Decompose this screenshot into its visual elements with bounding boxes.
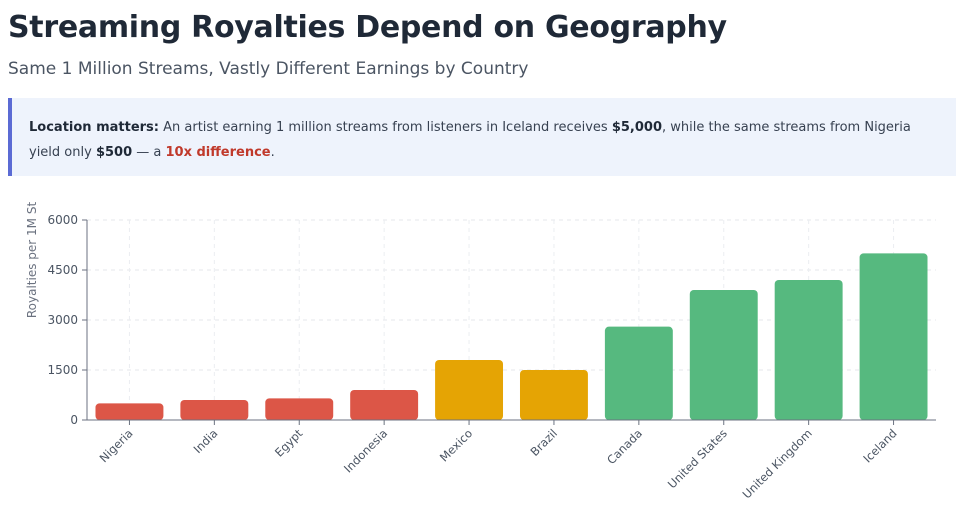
bar-canada (604, 326, 673, 420)
callout-text-3: — a (132, 145, 166, 160)
callout-lead: Location matters: (29, 120, 159, 135)
y-tick-label: 6000 (47, 213, 78, 227)
y-tick-label: 1500 (47, 363, 78, 377)
x-tick-label: Brazil (527, 426, 560, 459)
x-tick-label: Egypt (272, 426, 306, 460)
insight-callout: Location matters: An artist earning 1 mi… (8, 98, 956, 176)
callout-amount-low: $500 (95, 145, 133, 160)
bar-indonesia (350, 390, 419, 420)
x-tick-label: United States (665, 426, 730, 491)
bar-iceland (859, 253, 928, 420)
y-tick-label: 4500 (47, 263, 78, 277)
y-tick-label: 0 (70, 413, 78, 427)
x-tick-label: United Kingdom (740, 426, 815, 501)
x-tick-label: Mexico (437, 426, 475, 464)
bar-mexico (435, 360, 504, 420)
x-tick-label: Canada (604, 426, 645, 467)
x-tick-label: Indonesia (341, 426, 390, 475)
callout-text-1: An artist earning 1 million streams from… (159, 120, 612, 135)
bar-brazil (519, 370, 588, 420)
callout-ratio: 10x difference (165, 145, 271, 160)
page-subtitle: Same 1 Million Streams, Vastly Different… (8, 59, 529, 79)
bar-india (180, 400, 249, 420)
page-title: Streaming Royalties Depend on Geography (8, 10, 727, 45)
x-tick-label: Iceland (860, 426, 899, 465)
x-tick-label: India (191, 426, 221, 456)
x-tick-label: Nigeria (97, 426, 136, 465)
bar-egypt (265, 398, 334, 420)
royalties-bar-chart: 0 1500 3000 4500 6000 Nigeria India Egypt Indone… (25, 202, 936, 501)
bar-united-kingdom (774, 280, 843, 420)
callout-text-2: , while the same streams from Nigeria yi… (29, 120, 911, 160)
bar-united-states (689, 290, 758, 420)
callout-amount-high: $5,000 (611, 120, 662, 135)
y-tick-label: 3000 (47, 313, 78, 327)
y-axis-label: Royalties per 1M St (25, 202, 39, 319)
bar-nigeria (95, 403, 164, 420)
callout-text-4: . (270, 145, 275, 160)
